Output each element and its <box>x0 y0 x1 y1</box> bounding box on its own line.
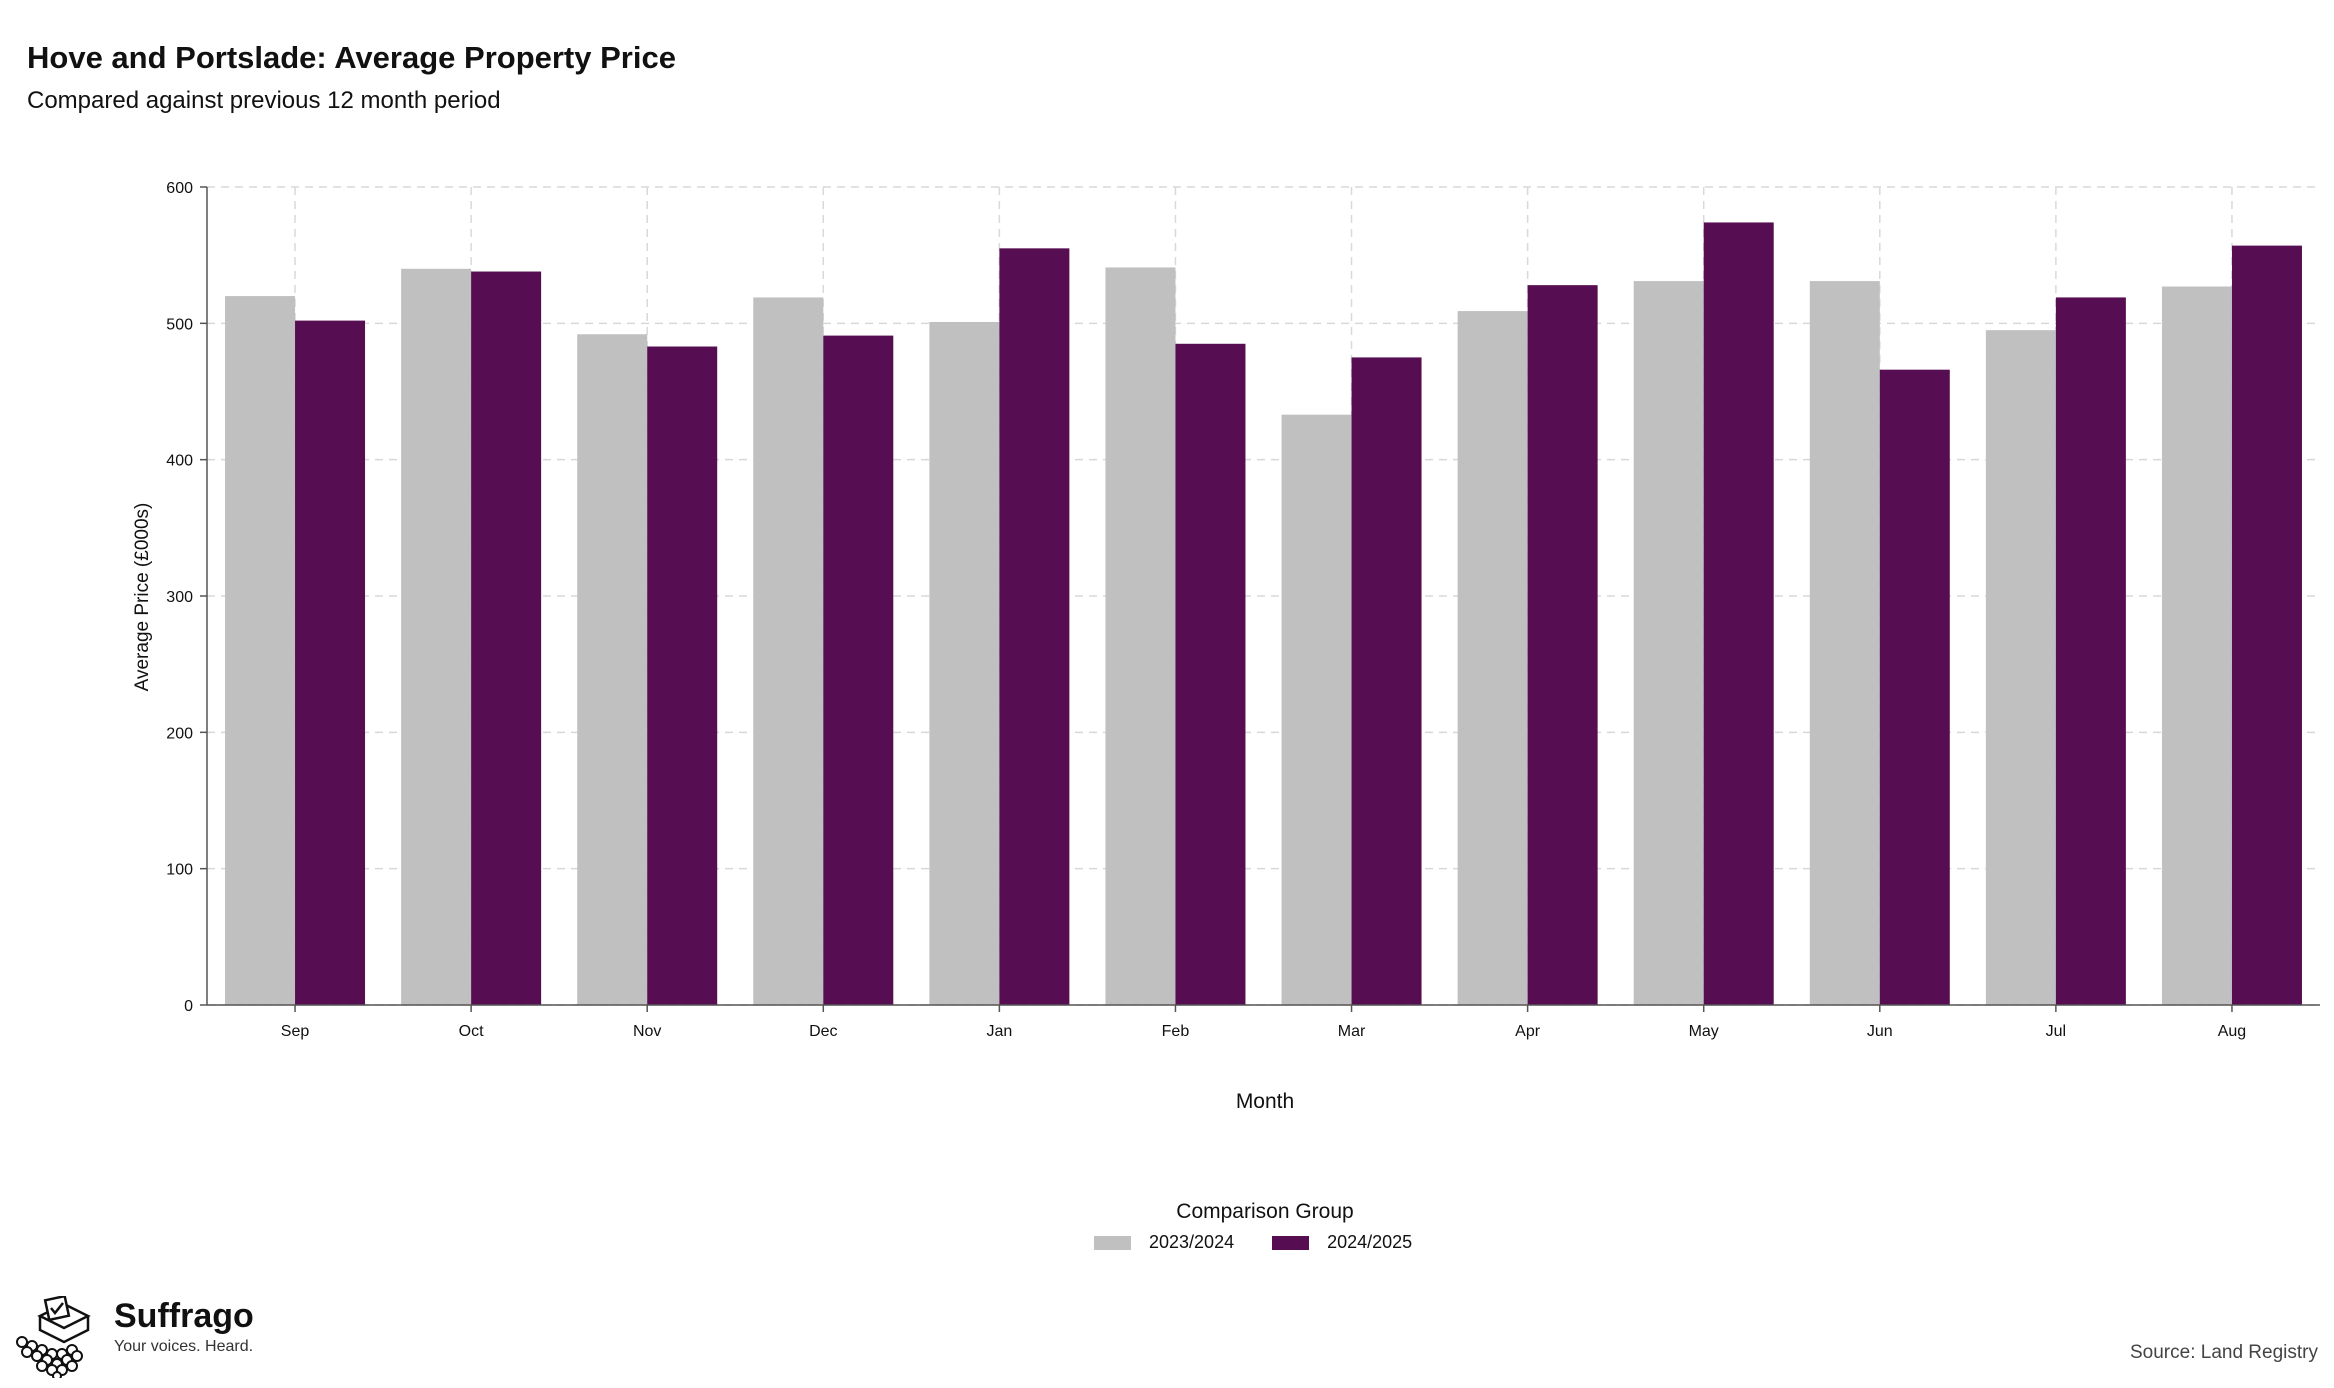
x-tick-label: Mar <box>1338 1023 1366 1040</box>
bar-2023-2024-sep <box>225 296 296 1006</box>
bar-2023-2024-aug <box>2161 286 2232 1006</box>
bar-2023-2024-feb <box>1105 267 1176 1006</box>
source-note: Source: Land Registry <box>2130 1342 2318 1363</box>
x-tick-label: Sep <box>281 1023 310 1040</box>
y-tick-label: 100 <box>166 862 193 879</box>
bar-2024-2025-nov <box>647 346 718 1005</box>
brand-name: Suffrago <box>114 1297 254 1335</box>
bar-2024-2025-dec <box>823 335 894 1005</box>
bar-2023-2024-may <box>1633 281 1704 1005</box>
bar-2024-2025-aug <box>2231 245 2302 1005</box>
y-tick-label: 600 <box>166 180 193 197</box>
y-tick-label: 500 <box>166 316 193 333</box>
axes: 0 100 200 300 400 500 600 Sep Oct Nov Dec Jan Feb Mar… <box>166 180 2320 1040</box>
legend-swatch-2024-2025 <box>1272 1235 1310 1250</box>
bar-2024-2025-sep <box>295 320 366 1005</box>
bars <box>225 222 2302 1006</box>
ballot-box-icon <box>16 1296 91 1378</box>
logo-text: Suffrago Your voices. Heard. <box>114 1296 254 1356</box>
y-axis-label: Average Price (£000s) <box>132 503 153 692</box>
legend-item-2023-2024: 2023/2024 <box>1094 1232 1234 1253</box>
y-tick-label: 400 <box>166 453 193 470</box>
y-tick-label: 0 <box>184 998 193 1015</box>
x-tick-label: Jun <box>1867 1023 1893 1040</box>
x-tick-label: Jul <box>2046 1023 2066 1040</box>
legend-swatch-2023-2024 <box>1094 1235 1131 1250</box>
x-tick-label: Feb <box>1162 1023 1190 1040</box>
bar-2024-2025-jun <box>1879 369 1950 1006</box>
x-axis-label: Month <box>1236 1090 1294 1113</box>
bar-2023-2024-mar <box>1281 414 1352 1006</box>
brand-tagline: Your voices. Heard. <box>114 1338 254 1355</box>
legend-label-2023-2024: 2023/2024 <box>1149 1232 1235 1252</box>
bar-2023-2024-jun <box>1809 281 1880 1005</box>
legend-item-2024-2025: 2024/2025 <box>1272 1232 1412 1253</box>
x-tick-label: Oct <box>459 1023 484 1040</box>
x-tick-label: Aug <box>2218 1023 2246 1040</box>
chart-subtitle: Compared against previous 12 month perio… <box>27 87 501 114</box>
suffrago-logo: Suffrago Your voices. Heard. <box>14 1296 254 1378</box>
y-tick-label: 200 <box>166 725 193 742</box>
bar-2023-2024-apr <box>1457 311 1528 1005</box>
x-tick-label: Apr <box>1515 1023 1541 1040</box>
bar-2023-2024-nov <box>577 334 648 1005</box>
chart-title: Hove and Portslade: Average Property Pri… <box>27 40 676 75</box>
bar-2023-2024-jan <box>929 321 1000 1006</box>
bar-2024-2025-jan <box>999 248 1070 1006</box>
bar-2024-2025-feb <box>1175 343 1246 1005</box>
x-tick-label: Jan <box>986 1023 1012 1040</box>
x-tick-label: Nov <box>633 1023 661 1040</box>
bar-2024-2025-jul <box>2055 297 2126 1005</box>
legend-label-2024-2025: 2024/2025 <box>1327 1232 1413 1252</box>
bar-2023-2024-dec <box>753 297 824 1005</box>
bar-2024-2025-mar <box>1351 357 1422 1006</box>
legend: 2023/2024 2024/2025 <box>1094 1232 1450 1253</box>
bar-2024-2025-may <box>1703 222 1774 1006</box>
x-tick-label: May <box>1689 1023 1719 1040</box>
y-tick-label: 300 <box>166 589 193 606</box>
bar-2024-2025-apr <box>1527 285 1598 1005</box>
legend-title: Comparison Group <box>1176 1200 1354 1223</box>
bar-2023-2024-jul <box>1985 330 2056 1005</box>
bar-2023-2024-oct <box>401 268 472 1005</box>
x-tick-label: Dec <box>809 1023 837 1040</box>
bar-2024-2025-oct <box>471 271 542 1005</box>
